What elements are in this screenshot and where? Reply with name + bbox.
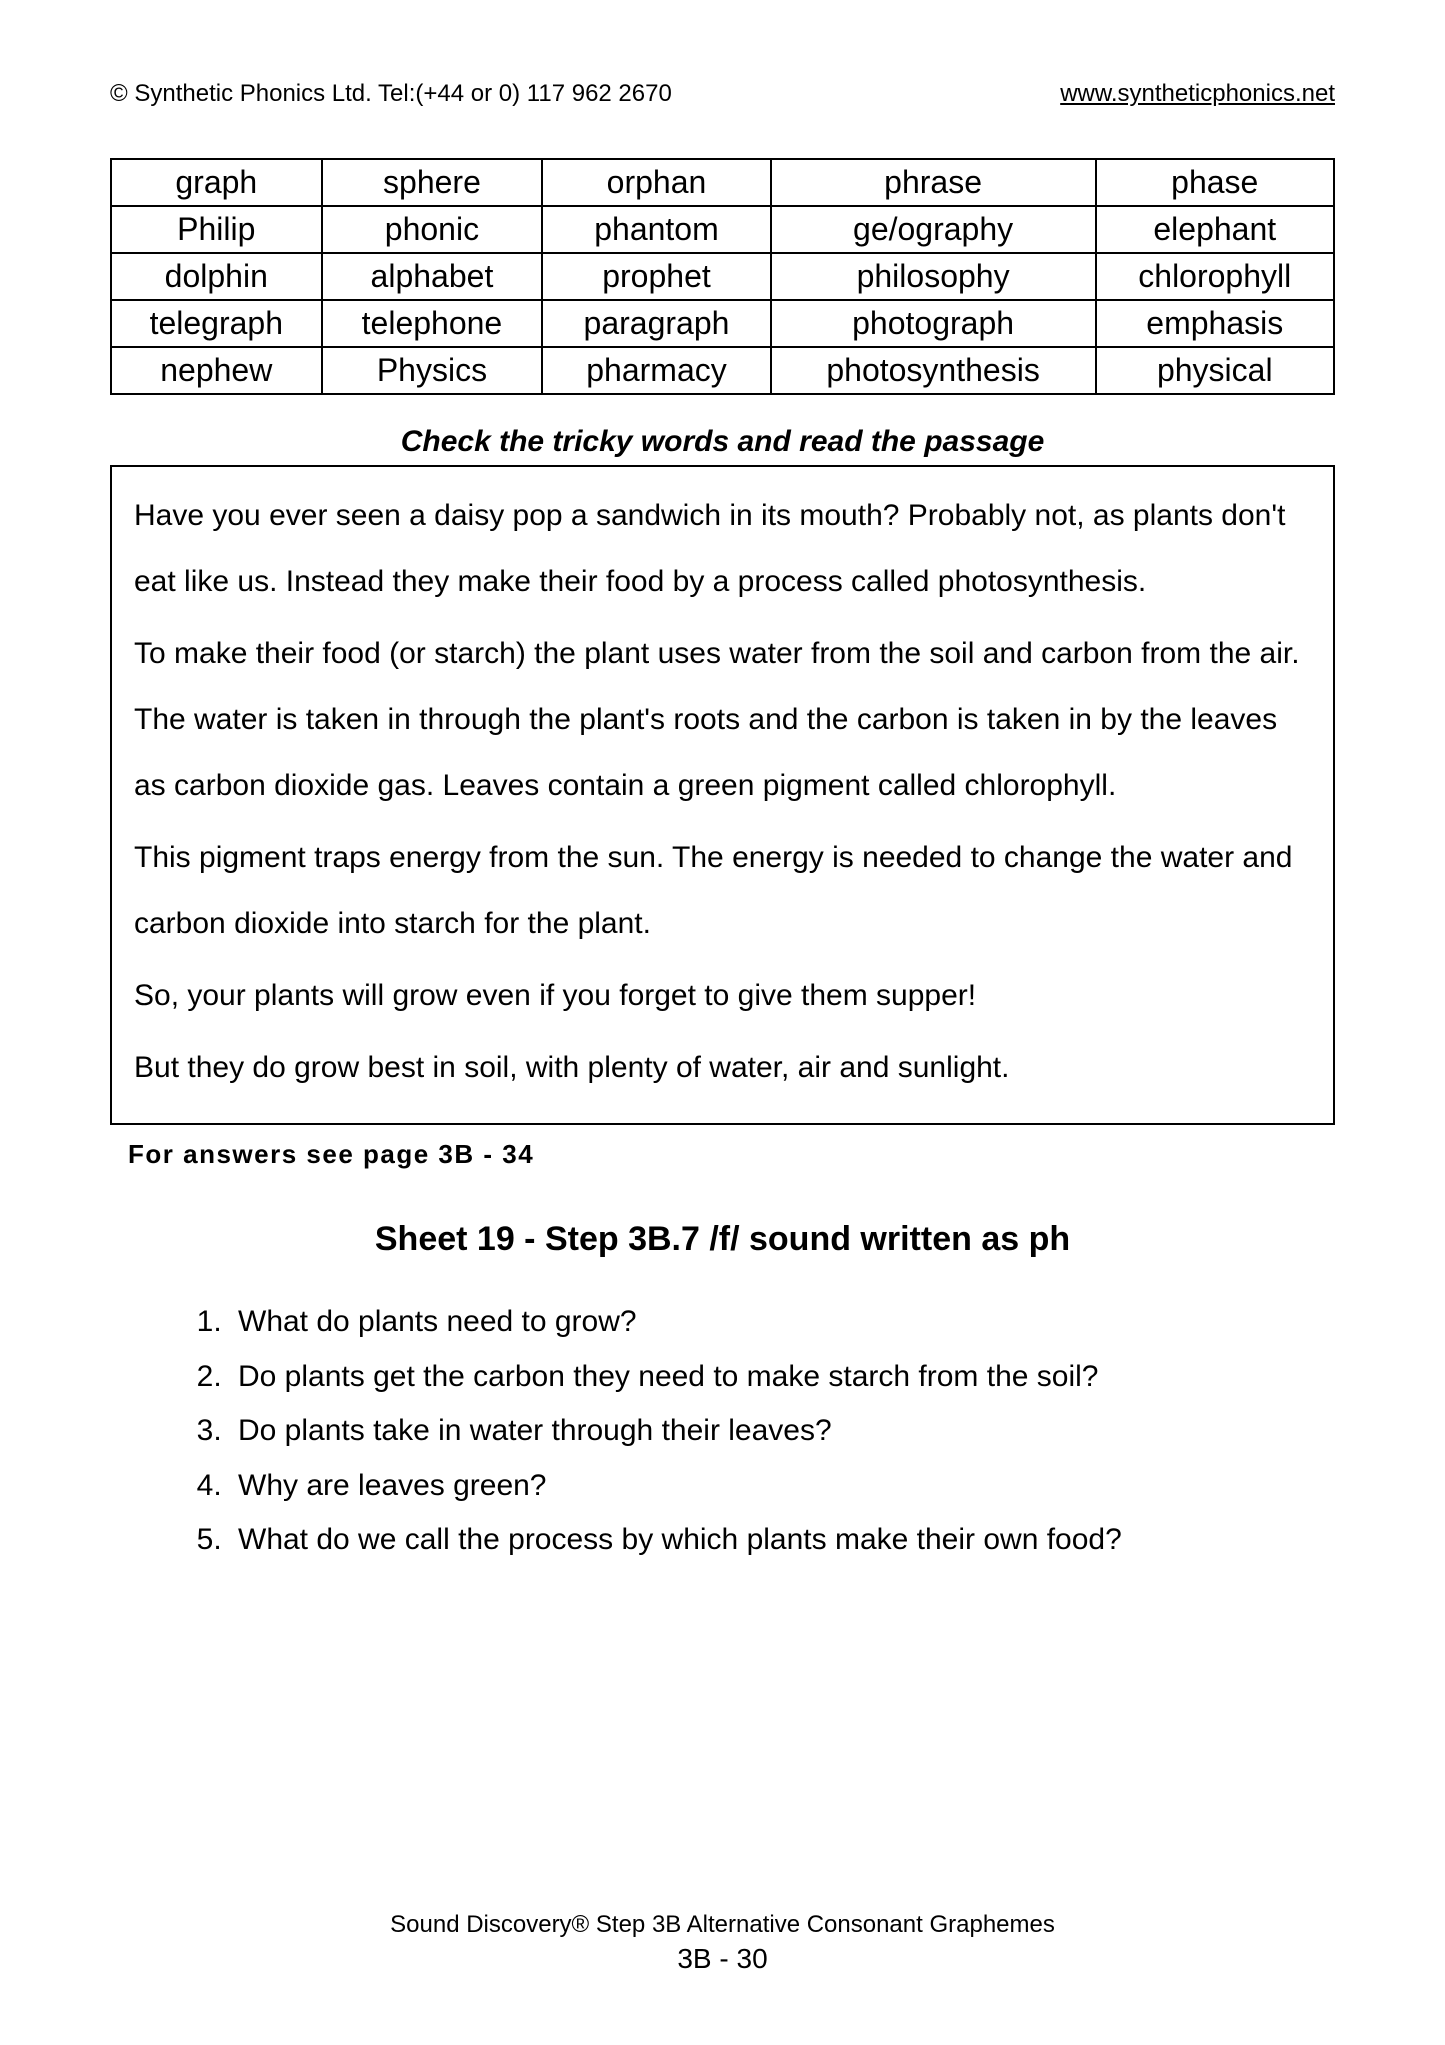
question-list: What do plants need to grow? Do plants g… <box>230 1299 1335 1564</box>
word-cell: prophet <box>542 253 770 300</box>
word-cell: sphere <box>322 159 543 206</box>
passage-paragraph: So, your plants will grow even if you fo… <box>134 963 1311 1029</box>
footer-line: Sound Discovery® Step 3B Alternative Con… <box>0 1911 1445 1939</box>
answers-reference: For answers see page 3B - 34 <box>128 1139 1335 1170</box>
worksheet-page: © Synthetic Phonics Ltd. Tel:(+44 or 0) … <box>0 0 1445 2045</box>
question-item: What do plants need to grow? <box>230 1299 1255 1346</box>
word-cell: photograph <box>771 300 1096 347</box>
passage-paragraph: But they do grow best in soil, with plen… <box>134 1035 1311 1101</box>
word-cell: graph <box>111 159 322 206</box>
table-row: dolphin alphabet prophet philosophy chlo… <box>111 253 1334 300</box>
passage-paragraph: Have you ever seen a daisy pop a sandwic… <box>134 483 1311 615</box>
copyright-text: © Synthetic Phonics Ltd. Tel:(+44 or 0) … <box>110 80 672 108</box>
page-header: © Synthetic Phonics Ltd. Tel:(+44 or 0) … <box>110 80 1335 108</box>
question-item: What do we call the process by which pla… <box>230 1517 1255 1564</box>
word-cell: dolphin <box>111 253 322 300</box>
word-cell: phrase <box>771 159 1096 206</box>
question-item: Do plants get the carbon they need to ma… <box>230 1354 1255 1401</box>
passage-paragraph: To make their food (or starch) the plant… <box>134 621 1311 819</box>
word-cell: pharmacy <box>542 347 770 394</box>
word-cell: phase <box>1096 159 1334 206</box>
word-cell: ge/ography <box>771 206 1096 253</box>
instruction-text: Check the tricky words and read the pass… <box>110 425 1335 459</box>
word-cell: emphasis <box>1096 300 1334 347</box>
word-cell: elephant <box>1096 206 1334 253</box>
word-cell: paragraph <box>542 300 770 347</box>
word-cell: Philip <box>111 206 322 253</box>
word-cell: alphabet <box>322 253 543 300</box>
reading-passage: Have you ever seen a daisy pop a sandwic… <box>110 465 1335 1125</box>
page-footer: Sound Discovery® Step 3B Alternative Con… <box>0 1911 1445 1975</box>
word-cell: telegraph <box>111 300 322 347</box>
question-item: Do plants take in water through their le… <box>230 1408 1255 1455</box>
table-row: telegraph telephone paragraph photograph… <box>111 300 1334 347</box>
word-cell: physical <box>1096 347 1334 394</box>
word-cell: orphan <box>542 159 770 206</box>
question-item: Why are leaves green? <box>230 1463 1255 1510</box>
table-row: nephew Physics pharmacy photosynthesis p… <box>111 347 1334 394</box>
word-cell: phantom <box>542 206 770 253</box>
word-grid-table: graph sphere orphan phrase phase Philip … <box>110 158 1335 395</box>
website-link[interactable]: www.syntheticphonics.net <box>1060 80 1335 108</box>
word-cell: nephew <box>111 347 322 394</box>
sheet-title: Sheet 19 - Step 3B.7 /f/ sound written a… <box>110 1220 1335 1259</box>
passage-paragraph: This pigment traps energy from the sun. … <box>134 825 1311 957</box>
table-row: graph sphere orphan phrase phase <box>111 159 1334 206</box>
page-number: 3B - 30 <box>0 1943 1445 1975</box>
word-cell: telephone <box>322 300 543 347</box>
word-cell: chlorophyll <box>1096 253 1334 300</box>
word-cell: philosophy <box>771 253 1096 300</box>
word-cell: Physics <box>322 347 543 394</box>
table-row: Philip phonic phantom ge/ography elephan… <box>111 206 1334 253</box>
word-cell: photosynthesis <box>771 347 1096 394</box>
word-cell: phonic <box>322 206 543 253</box>
